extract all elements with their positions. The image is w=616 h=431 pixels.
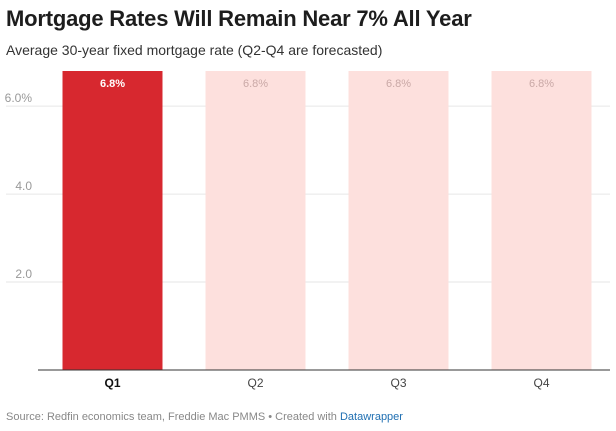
y-tick-label: 6.0% (5, 91, 33, 105)
x-tick-label: Q2 (247, 376, 263, 390)
bar-value-label: 6.8% (386, 78, 411, 90)
bar-chart: 2.0 4.0 6.0% 6.8% Q1 6.8% Q2 6.8% Q3 6.8% Q4 (5, 71, 610, 390)
x-tick-label: Q1 (104, 376, 120, 390)
x-tick-label: Q4 (533, 376, 549, 390)
bar (205, 71, 306, 370)
bar-value-label: 6.8% (529, 78, 554, 90)
y-tick-label: 4.0 (15, 179, 32, 193)
source-note: Source: Redfin economics team, Freddie M… (6, 411, 340, 423)
bar-value-label: 6.8% (243, 78, 268, 90)
y-tick-label: 2.0 (15, 267, 32, 281)
bar (62, 71, 163, 370)
datawrapper-link[interactable]: Datawrapper (339, 411, 403, 423)
bar (348, 71, 449, 370)
chart-subtitle: Average 30-year fixed mortgage rate (Q2-… (6, 42, 383, 58)
bar (491, 71, 592, 370)
bar-value-label: 6.8% (100, 78, 125, 90)
chart-footer: Source: Redfin economics team, Freddie M… (6, 411, 403, 423)
x-tick-label: Q3 (390, 376, 406, 390)
chart-title: Mortgage Rates Will Remain Near 7% All Y… (6, 6, 472, 31)
